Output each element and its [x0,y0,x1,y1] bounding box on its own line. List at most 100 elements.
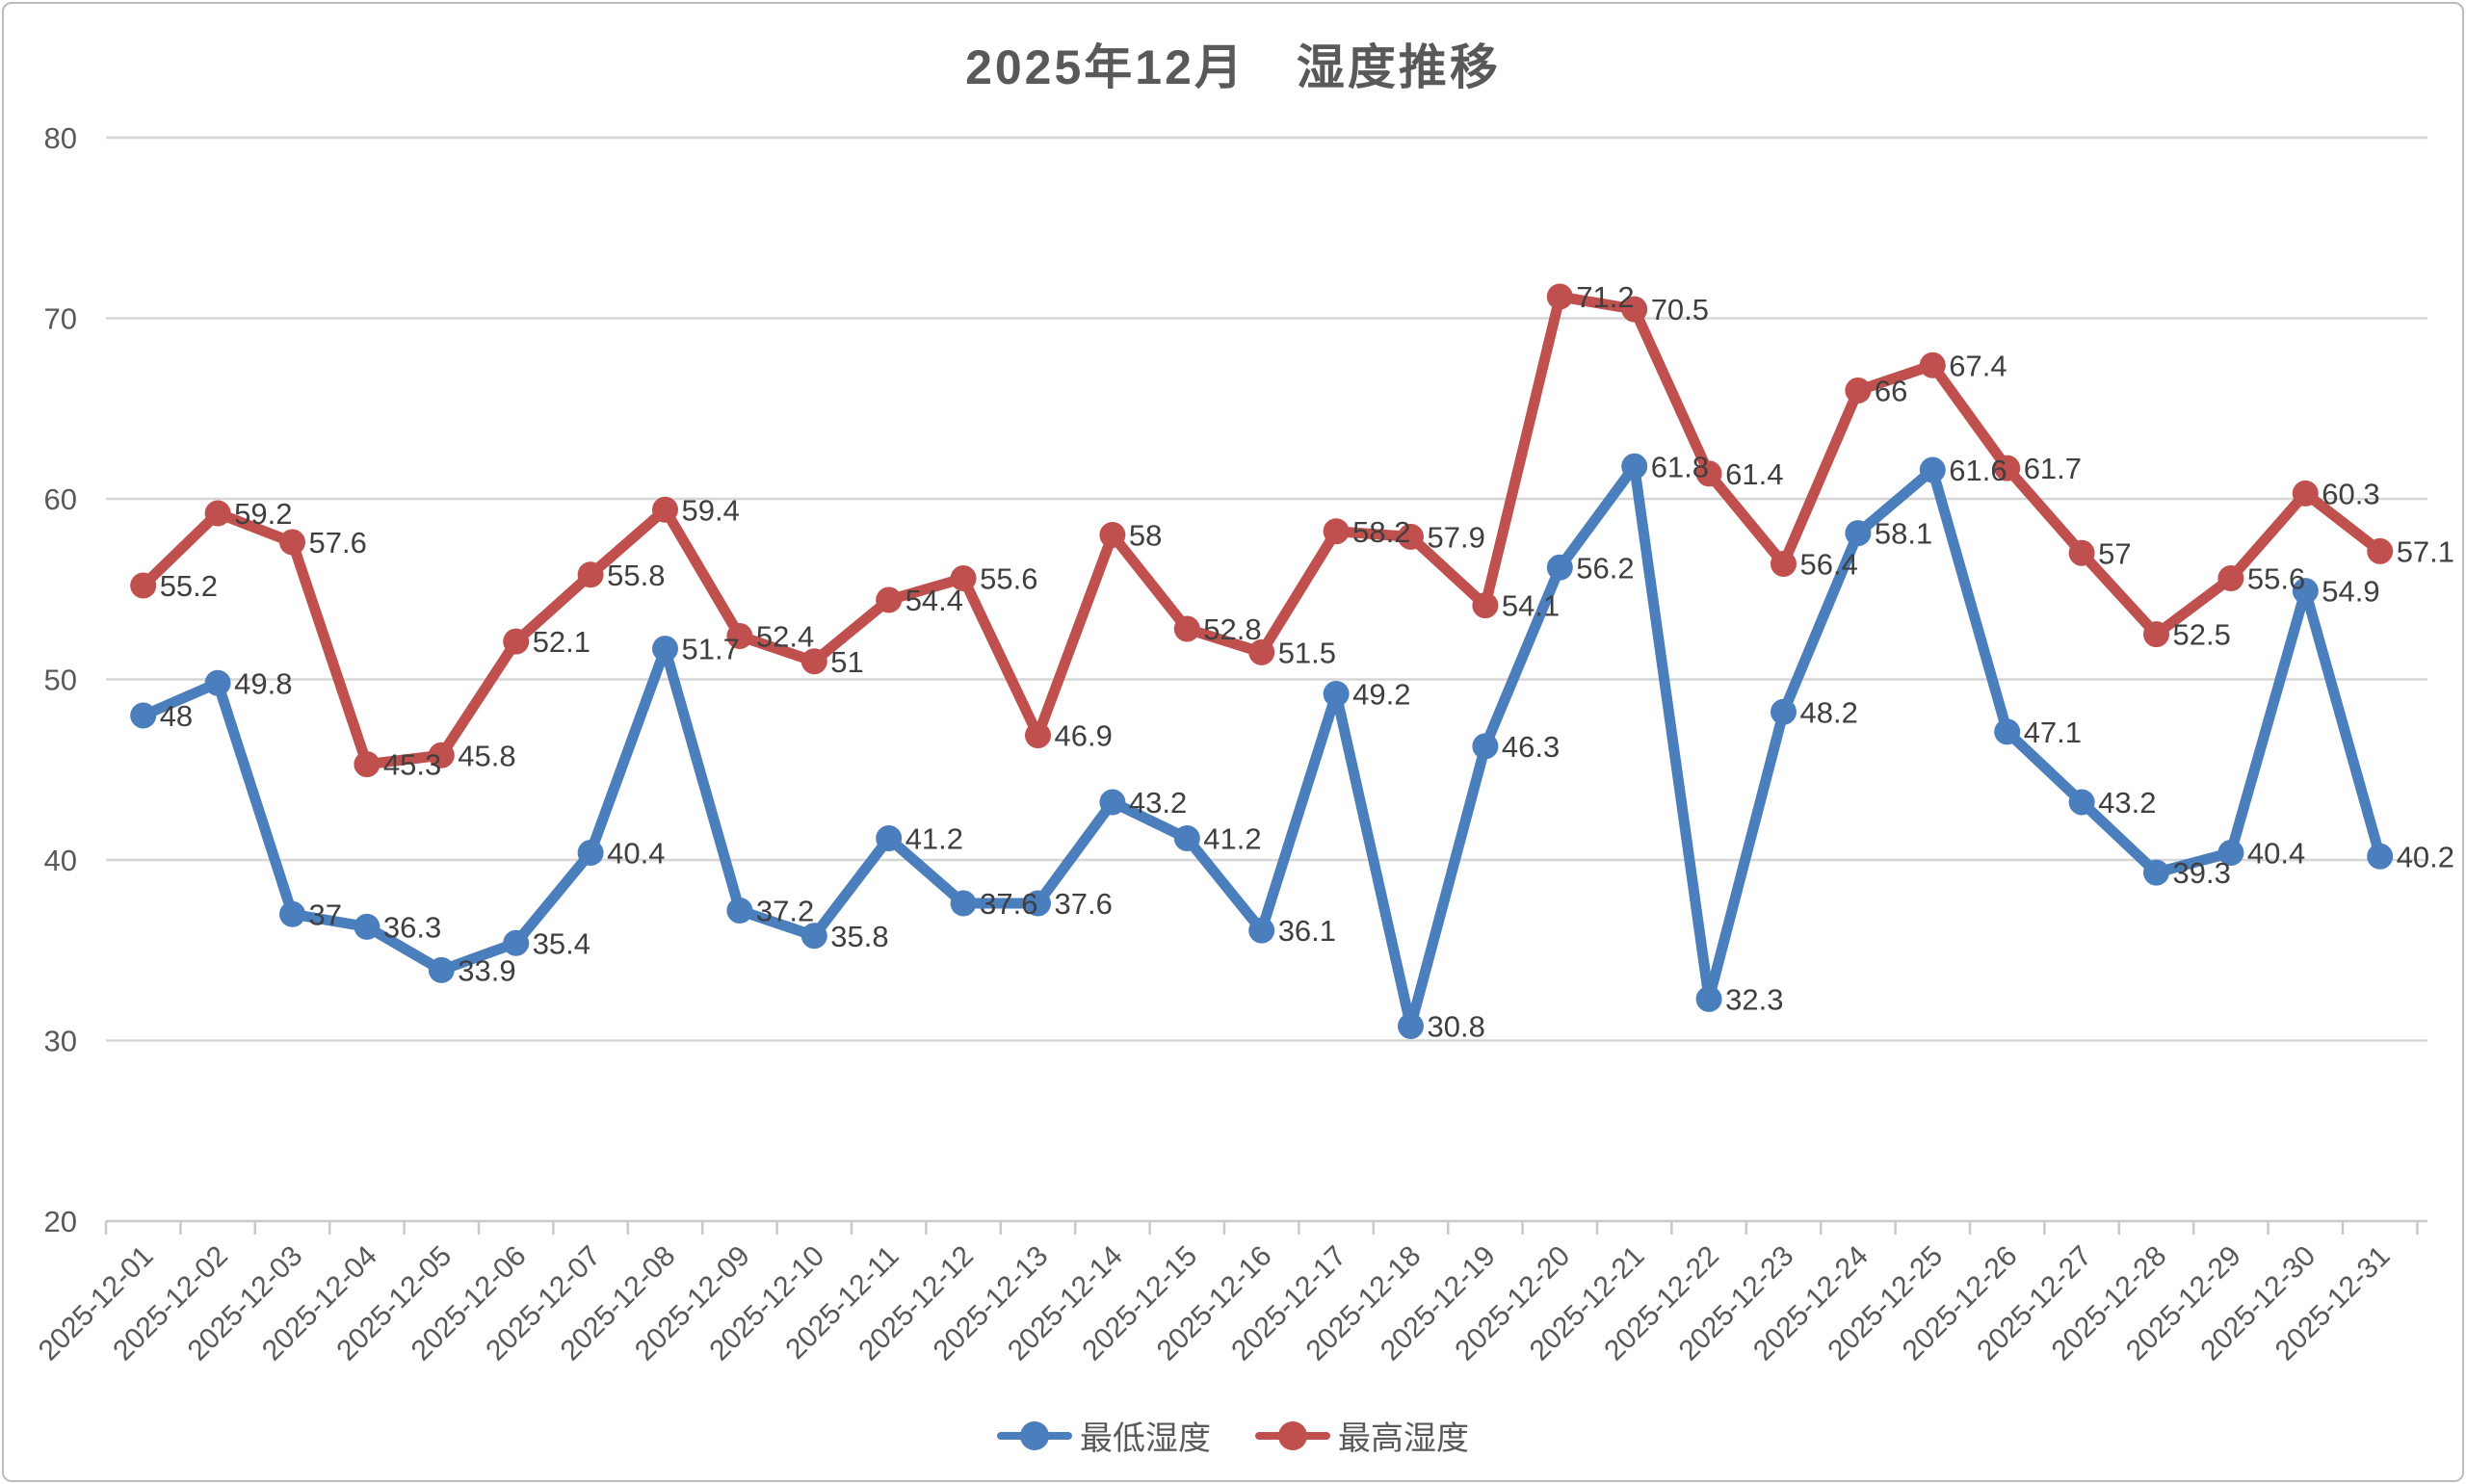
data-label-max: 57.6 [309,526,367,560]
data-point-min [503,929,530,956]
data-point-min [204,669,231,696]
data-point-min [876,825,903,851]
data-label-max: 55.6 [980,562,1037,596]
data-label-min: 58.1 [1875,517,1932,551]
data-point-min [1845,520,1872,547]
data-label-min: 41.2 [1203,822,1261,856]
data-label-min: 43.2 [2098,786,2156,820]
data-label-min: 61.8 [1651,450,1709,483]
data-label-max: 46.9 [1055,719,1113,753]
data-point-min [2367,843,2394,870]
data-point-min [1398,1013,1424,1039]
series-line-max [138,291,2386,770]
legend-item-min-humidity: 最低湿度 [997,1412,1211,1459]
y-axis-tick-label: 50 [44,664,77,697]
data-point-max [2367,537,2394,564]
data-point-min [1546,554,1573,581]
data-point-min [1472,733,1499,760]
legend-max-label: 最高湿度 [1338,1420,1469,1457]
data-point-min [1621,453,1648,480]
data-label-min: 39.3 [2173,856,2231,890]
y-axis-tick-label: 80 [44,121,77,155]
data-label-min: 40.4 [2247,837,2305,871]
data-point-max [652,496,678,523]
data-label-max: 52.8 [1203,612,1261,646]
data-point-max [1025,722,1051,749]
data-point-max [2143,621,2169,648]
y-axis-tick-label: 20 [44,1205,77,1238]
data-label-min: 61.6 [1949,454,2007,487]
legend: 最低湿度 最高湿度 [0,1412,2466,1459]
data-point-min [1248,917,1275,944]
data-point-min [2143,859,2169,886]
data-label-max: 61.7 [2024,452,2082,485]
data-point-max [726,623,753,649]
data-label-min: 37.2 [756,895,814,928]
data-point-max [1173,615,1200,642]
data-point-min [1099,789,1126,816]
data-label-max: 52.4 [756,620,814,654]
chart-title: 2025年12月 湿度推移 [965,40,1501,94]
legend-max-line-dot-icon [1255,1420,1330,1450]
data-label-max: 52.5 [2173,618,2231,652]
data-label-max: 59.2 [234,497,292,531]
data-point-min [2217,840,2244,866]
data-point-min [652,636,678,663]
data-point-min [428,956,455,983]
data-label-max: 52.1 [533,625,590,659]
data-point-max [1621,296,1648,323]
y-axis-tick-label: 70 [44,302,77,336]
data-label-min: 35.4 [533,926,590,960]
data-label-min: 36.1 [1278,914,1336,948]
data-label-max: 45.8 [458,739,515,772]
y-axis-tick-label: 30 [44,1025,77,1058]
data-point-max [1919,351,1946,378]
data-label-min: 49.2 [1352,678,1410,712]
data-label-min: 56.2 [1576,551,1634,585]
data-label-min: 40.2 [2397,840,2454,873]
legend-item-max-humidity: 最高湿度 [1255,1412,1469,1459]
data-point-min [130,702,157,729]
y-axis-tick-label: 40 [44,844,77,877]
data-point-min [2068,789,2095,816]
data-point-min [726,898,753,924]
data-point-max [950,565,977,591]
data-label-max: 58 [1129,519,1162,553]
data-point-max [1771,551,1797,577]
data-point-max [1398,523,1424,550]
data-label-min: 36.3 [383,910,441,944]
data-point-min [1919,456,1946,483]
legend-max-dot [1278,1420,1307,1450]
data-label-max: 57.1 [2397,534,2454,568]
data-label-max: 66 [1875,375,1907,408]
data-point-min [2292,578,2319,605]
data-point-max [1845,378,1872,404]
data-point-min [279,900,305,927]
data-point-max [1695,460,1722,487]
data-point-max [876,586,903,613]
data-point-max [1994,455,2021,482]
legend-min-dot [1020,1420,1049,1450]
data-point-min [354,913,380,940]
data-point-min [800,923,827,950]
data-label-min: 32.3 [1725,982,1783,1016]
legend-min-label: 最低湿度 [1080,1420,1211,1457]
data-label-max: 55.6 [2247,562,2305,596]
data-point-min [1025,890,1051,917]
data-label-max: 45.3 [383,748,441,782]
data-point-min [1323,681,1350,707]
legend-min-line-dot-icon [997,1420,1072,1450]
data-point-min [950,890,977,917]
data-point-max [503,628,530,655]
data-point-max [1248,638,1275,665]
data-label-max: 51 [830,645,863,679]
data-point-min [1173,825,1200,851]
data-label-max: 67.4 [1949,349,2007,382]
data-label-min: 37 [309,898,342,931]
data-label-max: 51.5 [1278,636,1336,669]
data-point-max [1546,283,1573,310]
data-point-max [1099,522,1126,548]
data-label-max: 70.5 [1651,293,1709,326]
data-label-min: 49.8 [234,666,292,700]
